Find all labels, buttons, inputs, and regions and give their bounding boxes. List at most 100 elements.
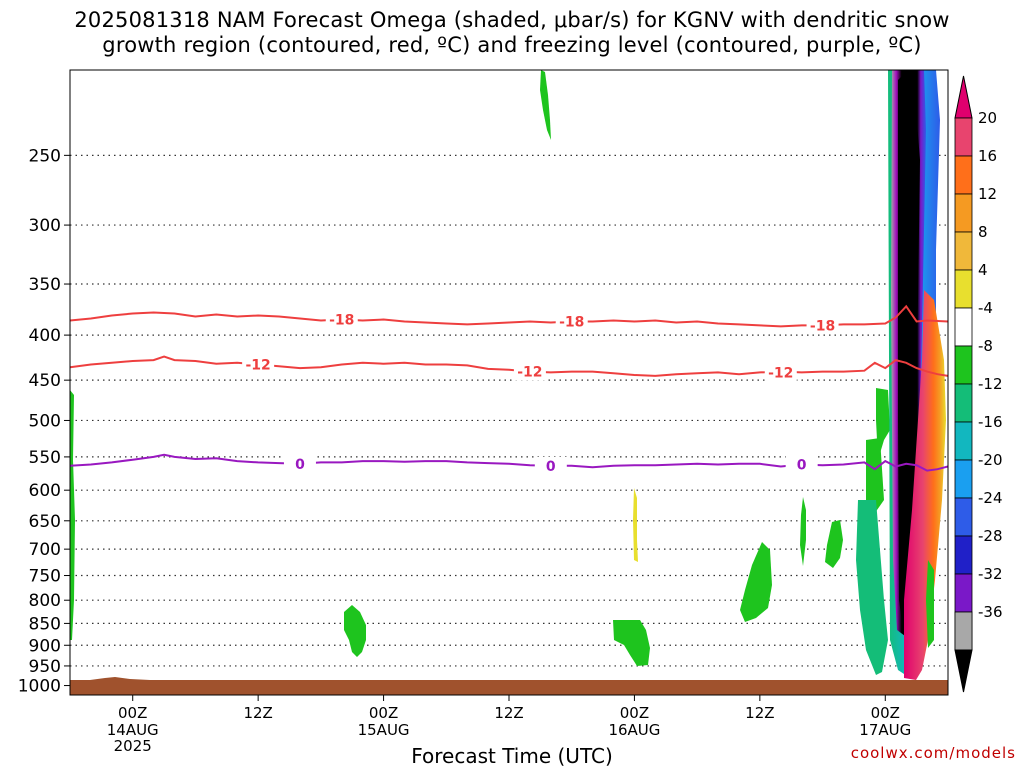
colorbar-band (954, 611, 973, 651)
y-tick-label: 400 (29, 326, 61, 346)
omega-region (898, 72, 920, 630)
x-tick-date: 14AUG (107, 721, 159, 739)
plot-frame (69, 69, 949, 696)
colorbar-band (954, 155, 973, 195)
colorbar-band (954, 345, 973, 385)
y-tick-label: 500 (29, 411, 61, 431)
x-tick-date: 16AUG (608, 721, 660, 739)
colorbar-label: -4 (978, 299, 993, 317)
contour-label-bg (325, 310, 358, 329)
colorbar-label: -36 (978, 603, 1003, 621)
y-tick-label: 450 (29, 371, 61, 391)
y-tick-label: 950 (29, 657, 61, 677)
contour-label-bg (283, 454, 316, 473)
colorbar-band (954, 193, 973, 233)
omega-region (344, 605, 366, 657)
colorbar-band (954, 231, 973, 271)
colorbar: 20 16 12 8 4 -4 -8 -12 -16 -20 -24 -28 -32 -36 (954, 75, 1003, 693)
x-tick-label: 00Z (871, 704, 900, 722)
chart-title-line-1: 2025081318 NAM Forecast Omega (shaded, μ… (74, 8, 950, 32)
contour-label: 0 (546, 459, 556, 475)
contour-label-bg (806, 316, 839, 335)
omega-region (613, 620, 650, 666)
y-tick-label: 750 (29, 567, 61, 587)
colorbar-top-arrow (954, 75, 973, 119)
colorbar-band (954, 269, 973, 309)
omega-region (825, 520, 843, 568)
colorbar-label: -20 (978, 451, 1003, 469)
omega-region (70, 390, 75, 640)
colorbar-band (954, 459, 973, 499)
omega-region (926, 560, 934, 648)
colorbar-label: 4 (978, 261, 988, 279)
colorbar-band (954, 535, 973, 575)
colorbar-bottom-arrow (954, 649, 973, 693)
x-tick-label: 00Z (620, 704, 649, 722)
colorbar-label: -8 (978, 337, 993, 355)
contour-label-bg (555, 312, 588, 331)
x-tick-date: 17AUG (859, 721, 911, 739)
contour-label: -18 (559, 314, 584, 330)
plot-area (70, 70, 948, 695)
y-tick-label: 600 (29, 481, 61, 501)
y-tick-label: 250 (29, 146, 61, 166)
colorbar-label: 12 (978, 185, 997, 203)
contour-label-bg (513, 362, 546, 381)
colorbar-label: -16 (978, 413, 1003, 431)
x-tick-label: 12Z (243, 704, 272, 722)
colorbar-label: 20 (978, 109, 997, 127)
terrain-band (70, 677, 948, 695)
colorbar-label: 8 (978, 223, 988, 241)
contour-label-bg (242, 355, 275, 374)
colorbar-band (954, 117, 973, 157)
omega-region (866, 438, 884, 520)
contour-label: 0 (797, 457, 807, 473)
omega-region (856, 500, 888, 675)
x-tick-date: 15AUG (358, 721, 410, 739)
credit-link[interactable]: coolwx.com/models (850, 744, 1016, 762)
y-tick-label: 300 (29, 216, 61, 236)
omega-shading (70, 70, 948, 695)
colorbar-label: -28 (978, 527, 1003, 545)
x-tick-label: 12Z (494, 704, 523, 722)
omega-region (740, 542, 772, 622)
contour-lines: -18 -18 -18 -12 -12 -12 0 0 0 (70, 304, 948, 475)
colorbar-band (954, 573, 973, 613)
contour-label: -12 (245, 358, 270, 374)
y-tick-label: 800 (29, 591, 61, 611)
y-tick-label: 350 (29, 275, 61, 295)
omega-region (800, 497, 806, 566)
y-tick-label: 550 (29, 448, 61, 468)
chart-title-line-2: growth region (contoured, red, ºC) and f… (102, 33, 922, 57)
x-tick-label: 00Z (369, 704, 398, 722)
omega-region (904, 290, 946, 680)
omega-region (633, 488, 638, 562)
x-axis-label: Forecast Time (UTC) (411, 744, 613, 768)
contour-label-bg (764, 363, 797, 382)
contour-label: -18 (810, 318, 835, 334)
y-tick-label: 850 (29, 614, 61, 634)
contour-label: -12 (517, 365, 542, 381)
contour-label: 0 (295, 457, 305, 473)
x-tick-label: 00Z (118, 704, 147, 722)
contour-label-bg (534, 456, 567, 475)
colorbar-band (954, 497, 973, 537)
colorbar-band (954, 383, 973, 423)
contour-label-bg (785, 455, 818, 474)
contour-label: -18 (329, 312, 354, 328)
y-tick-label: 650 (29, 512, 61, 532)
colorbar-label: 16 (978, 147, 997, 165)
y-tick-label: 900 (29, 636, 61, 656)
contour-label: -12 (768, 365, 793, 381)
colorbar-label: -24 (978, 489, 1003, 507)
omega-region (540, 70, 551, 140)
y-tick-label: 700 (29, 540, 61, 560)
y-axis: 2503003504004505005506006507007508008509… (18, 146, 70, 697)
x-tick-label: 12Z (745, 704, 774, 722)
x-tick-year: 2025 (114, 737, 152, 755)
colorbar-label: -12 (978, 375, 1003, 393)
y-tick-label: 1000 (18, 677, 61, 697)
colorbar-band (954, 421, 973, 461)
